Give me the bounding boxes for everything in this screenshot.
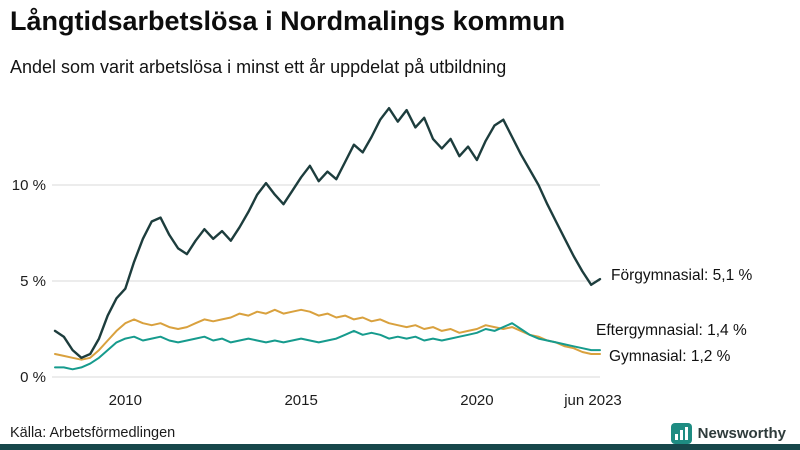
newsworthy-logo-icon — [670, 423, 692, 444]
newsworthy-logo[interactable]: Newsworthy — [670, 423, 786, 444]
x-tick-label: jun 2023 — [563, 392, 622, 409]
newsworthy-logo-text: Newsworthy — [697, 425, 786, 442]
x-tick-label: 2015 — [284, 392, 317, 409]
source-note: Källa: Arbetsförmedlingen — [10, 425, 176, 441]
series-label-forgymnasial: Förgymnasial: 5,1 % — [611, 267, 753, 284]
y-tick-label: 10 % — [12, 177, 46, 194]
chart-subtitle: Andel som varit arbetslösa i minst ett å… — [10, 57, 507, 77]
x-tick-label: 2020 — [460, 392, 493, 409]
series-line-forgymnasial — [53, 106, 602, 359]
series-label-gymnasial: Gymnasial: 1,2 % — [609, 348, 731, 365]
y-tick-label: 5 % — [20, 273, 46, 290]
series-line-gymnasial — [54, 308, 601, 361]
series-line-eftergymnasial — [54, 322, 601, 371]
page-title: Långtidsarbetslösa i Nordmalings kommun — [10, 6, 566, 36]
series-label-eftergymnasial: Eftergymnasial: 1,4 % — [596, 322, 747, 339]
brand-bottom-bar — [0, 444, 800, 450]
x-tick-label: 2010 — [109, 392, 142, 409]
y-tick-label: 0 % — [20, 369, 46, 386]
